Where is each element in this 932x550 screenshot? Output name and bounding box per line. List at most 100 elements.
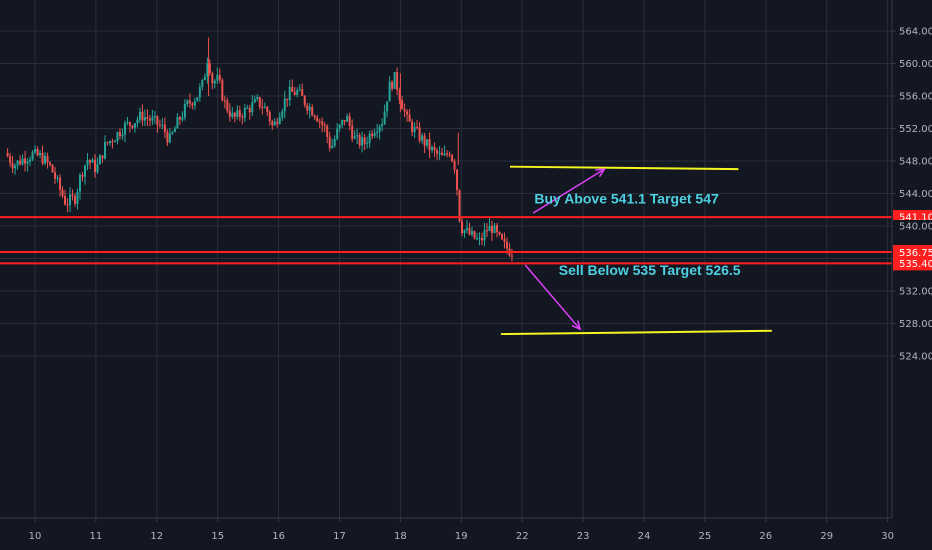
candle-body-41 bbox=[109, 141, 111, 143]
candle-body-175 bbox=[444, 154, 446, 156]
candle-body-184 bbox=[466, 228, 468, 230]
x-tick-label-3: 15 bbox=[211, 531, 224, 542]
candle-body-141 bbox=[359, 135, 361, 145]
candle-body-81 bbox=[209, 63, 211, 73]
candle-body-14 bbox=[42, 153, 44, 163]
candle-body-75 bbox=[194, 101, 196, 105]
candle-body-2 bbox=[12, 163, 14, 168]
x-tick-label-0: 10 bbox=[29, 531, 42, 542]
candle-body-28 bbox=[77, 192, 79, 204]
candle-body-42 bbox=[111, 141, 113, 142]
candle-body-84 bbox=[216, 75, 218, 81]
candle-body-180 bbox=[456, 170, 458, 190]
candle-body-136 bbox=[346, 116, 348, 122]
candle-body-189 bbox=[479, 238, 481, 239]
annotation-text-0[interactable]: Buy Above 541.1 Target 547 bbox=[534, 190, 719, 206]
candle-body-91 bbox=[234, 113, 236, 117]
candle-body-100 bbox=[256, 97, 258, 99]
candle-body-90 bbox=[231, 113, 233, 117]
candle-body-10 bbox=[32, 152, 34, 159]
x-tick-label-12: 26 bbox=[759, 531, 772, 542]
candle-body-58 bbox=[151, 117, 153, 120]
candle-body-130 bbox=[331, 146, 333, 148]
candle-body-7 bbox=[24, 158, 26, 163]
candle-body-196 bbox=[496, 225, 498, 232]
y-tick-label-2: 556.00 bbox=[899, 92, 932, 103]
candle-body-160 bbox=[406, 111, 408, 114]
candle-body-109 bbox=[279, 117, 281, 123]
candle-body-60 bbox=[156, 116, 158, 125]
candle-body-46 bbox=[121, 135, 123, 136]
candle-body-71 bbox=[184, 104, 186, 117]
candle-body-178 bbox=[451, 155, 453, 161]
candle-body-34 bbox=[91, 160, 93, 163]
candle-body-86 bbox=[221, 80, 223, 101]
candle-body-115 bbox=[294, 92, 296, 95]
candle-body-179 bbox=[454, 161, 456, 170]
candle-body-44 bbox=[116, 132, 118, 141]
candle-body-126 bbox=[321, 121, 323, 124]
candle-body-177 bbox=[449, 154, 451, 155]
candle-body-133 bbox=[339, 125, 341, 129]
x-tick-label-1: 11 bbox=[90, 531, 103, 542]
y-tick-label-9: 528.00 bbox=[899, 319, 932, 330]
candle-body-122 bbox=[311, 107, 313, 115]
candle-body-72 bbox=[186, 101, 188, 104]
candle-body-110 bbox=[281, 111, 283, 117]
candle-body-187 bbox=[474, 231, 476, 238]
candle-body-93 bbox=[239, 110, 241, 116]
candle-body-166 bbox=[421, 136, 423, 141]
candle-body-16 bbox=[47, 156, 49, 163]
candle-body-138 bbox=[351, 126, 353, 139]
candle-body-69 bbox=[179, 117, 181, 119]
x-tick-label-10: 24 bbox=[638, 531, 651, 542]
candle-body-198 bbox=[501, 234, 503, 239]
candle-body-194 bbox=[491, 226, 493, 233]
candle-body-87 bbox=[224, 100, 226, 101]
x-tick-label-7: 19 bbox=[455, 531, 468, 542]
candle-body-117 bbox=[299, 89, 301, 90]
candle-body-107 bbox=[274, 122, 276, 125]
candle-body-132 bbox=[336, 129, 338, 139]
x-tick-label-13: 29 bbox=[820, 531, 833, 542]
candle-body-83 bbox=[214, 81, 216, 84]
candle-body-127 bbox=[324, 125, 326, 126]
y-tick-label-4: 548.00 bbox=[899, 157, 932, 168]
candle-body-176 bbox=[446, 154, 448, 155]
candle-body-191 bbox=[484, 230, 486, 240]
candle-body-103 bbox=[264, 107, 266, 108]
candle-body-116 bbox=[296, 90, 298, 95]
candle-body-38 bbox=[101, 155, 103, 158]
candle-body-45 bbox=[119, 132, 121, 136]
candle-body-173 bbox=[439, 153, 441, 154]
candle-body-88 bbox=[226, 100, 228, 110]
candle-body-199 bbox=[503, 239, 505, 242]
candle-body-186 bbox=[471, 231, 473, 234]
candle-body-123 bbox=[314, 116, 316, 118]
candle-body-148 bbox=[376, 132, 378, 133]
candle-body-9 bbox=[29, 160, 31, 162]
candle-body-113 bbox=[289, 87, 291, 100]
candle-body-17 bbox=[49, 162, 51, 164]
candle-body-62 bbox=[161, 125, 163, 126]
candle-body-33 bbox=[89, 160, 91, 162]
price-badge-label-1: 540.00 bbox=[899, 222, 932, 233]
candle-body-55 bbox=[144, 117, 146, 121]
candle-body-164 bbox=[416, 127, 418, 128]
x-tick-label-14: 30 bbox=[881, 531, 894, 542]
candle-body-95 bbox=[244, 108, 246, 118]
annotation-text-1[interactable]: Sell Below 535 Target 526.5 bbox=[559, 262, 741, 278]
candle-body-193 bbox=[488, 226, 490, 231]
x-tick-label-2: 12 bbox=[150, 531, 163, 542]
candle-body-97 bbox=[249, 108, 251, 112]
candle-body-96 bbox=[246, 108, 248, 109]
candle-body-197 bbox=[498, 232, 500, 234]
candle-body-165 bbox=[419, 128, 421, 141]
candle-body-99 bbox=[254, 99, 256, 102]
x-tick-label-4: 16 bbox=[272, 531, 285, 542]
candle-body-151 bbox=[384, 111, 386, 124]
candle-body-192 bbox=[486, 230, 488, 231]
candle-body-65 bbox=[169, 133, 171, 142]
